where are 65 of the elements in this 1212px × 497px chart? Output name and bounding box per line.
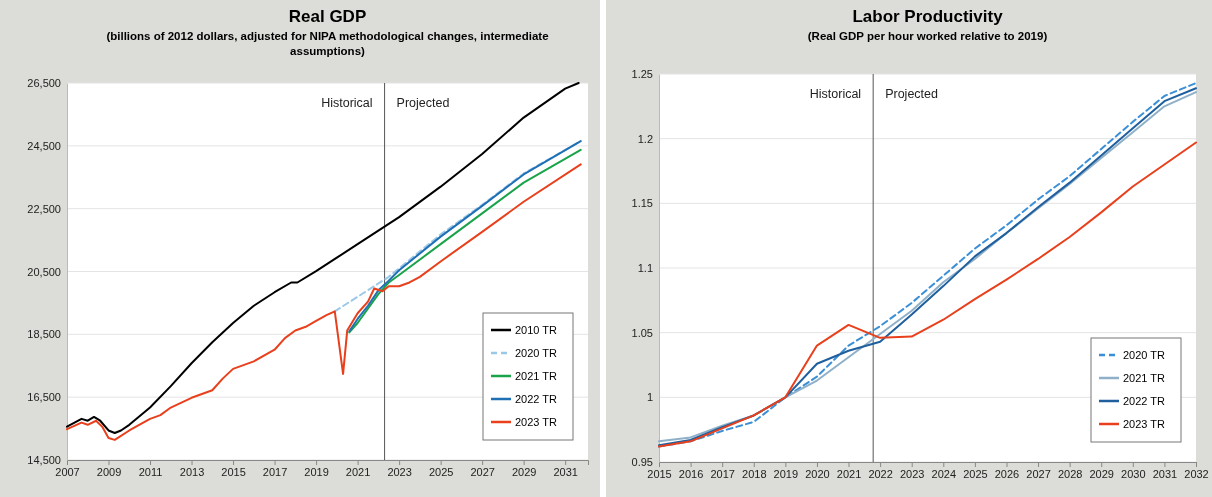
x-tick-label: 2031	[1152, 467, 1178, 480]
x-tick-label: 2026	[994, 467, 1020, 480]
x-tick-label: 2017	[262, 465, 288, 478]
y-tick-label: 1.2	[637, 132, 653, 145]
y-tick-label: 22,500	[27, 202, 61, 215]
x-tick-label: 2017	[710, 467, 735, 480]
x-tick-label: 2011	[138, 465, 163, 478]
chart-subtitle: (Real GDP per hour worked relative to 2019)	[807, 30, 1048, 42]
y-tick-label: 26,500	[27, 77, 61, 90]
x-tick-label: 2029	[511, 465, 537, 478]
y-tick-label: 1.15	[631, 197, 653, 210]
line-series	[66, 163, 582, 441]
y-tick-label: 20,500	[27, 265, 61, 278]
annotation: Historical	[321, 96, 373, 110]
y-tick-label: 1.05	[631, 326, 653, 339]
x-tick-label: 2013	[179, 465, 205, 478]
line-series	[658, 141, 1197, 448]
y-tick-label: 1	[646, 391, 653, 404]
x-tick-label: 2025	[963, 467, 988, 480]
legend-label: 2023 TR	[515, 416, 558, 428]
x-tick-label: 2027	[1026, 467, 1051, 480]
x-tick-label: 2016	[678, 467, 704, 480]
chart-title: Real GDP	[288, 7, 367, 26]
x-tick-label: 2015	[221, 465, 246, 478]
legend-label: 2021 TR	[1123, 372, 1166, 384]
x-tick-label: 2032	[1184, 467, 1209, 480]
x-tick-label: 2021	[345, 465, 371, 478]
y-tick-label: 24,500	[27, 139, 61, 152]
x-tick-label: 2007	[55, 465, 80, 478]
y-tick-label: 1.1	[637, 262, 653, 275]
chart-subtitle: (billions of 2012 dollars, adjusted for NIPA methodological changes, intermediate assumptions)	[106, 30, 549, 57]
legend-label: 2022 TR	[1123, 395, 1166, 407]
x-tick-label: 2009	[96, 465, 122, 478]
x-tick-label: 2019	[304, 465, 329, 478]
y-tick-label: 18,500	[27, 328, 61, 341]
annotation: Projected	[396, 96, 450, 110]
annotation: Projected	[885, 87, 939, 101]
x-tick-label: 2028	[1057, 467, 1083, 480]
x-tick-label: 2020	[805, 467, 830, 480]
x-tick-label: 2029	[1089, 467, 1114, 480]
x-tick-label: 2022	[868, 467, 893, 480]
legend-label: 2020 TR	[515, 347, 558, 359]
line-series	[66, 82, 580, 434]
y-tick-label: 16,500	[27, 391, 61, 404]
y-tick-label: 0.95	[631, 456, 653, 469]
x-tick-label: 2021	[836, 467, 862, 480]
x-tick-label: 2025	[428, 465, 454, 478]
y-tick-label: 14,500	[27, 454, 61, 467]
annotation: Historical	[809, 87, 862, 101]
x-tick-label: 2015	[647, 467, 672, 480]
legend-label: 2022 TR	[515, 393, 558, 405]
x-tick-label: 2023	[387, 465, 412, 478]
legend-label: 2020 TR	[1123, 349, 1166, 361]
x-tick-label: 2023	[899, 467, 925, 480]
x-tick-label: 2018	[742, 467, 767, 480]
chart-title: Labor Productivity	[852, 7, 1004, 26]
x-tick-label: 2024	[931, 467, 957, 480]
x-tick-label: 2031	[553, 465, 578, 478]
x-tick-label: 2027	[470, 465, 495, 478]
y-tick-label: 1.25	[631, 68, 653, 81]
x-tick-label: 2030	[1121, 467, 1146, 480]
legend-label: 2023 TR	[1123, 418, 1166, 430]
legend-label: 2010 TR	[515, 324, 558, 336]
legend-label: 2021 TR	[515, 370, 558, 382]
x-tick-label: 2019	[773, 467, 799, 480]
